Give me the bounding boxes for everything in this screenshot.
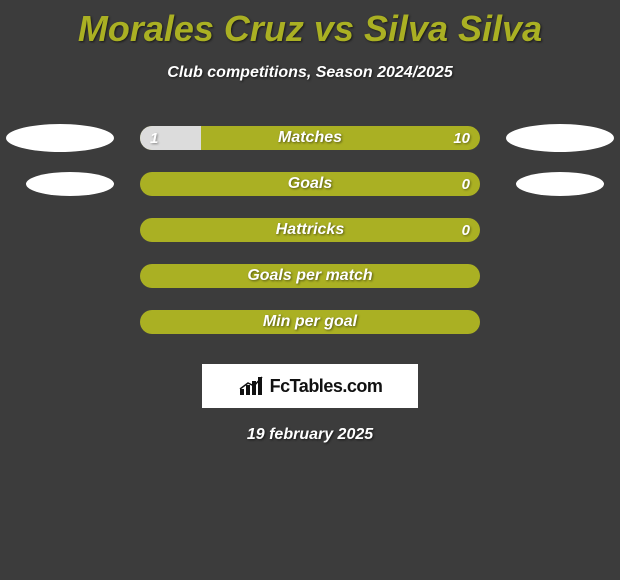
date-label: 19 february 2025 (0, 426, 620, 444)
stat-row: Hattricks 0 (0, 214, 620, 260)
player-left-avatar-placeholder (26, 172, 114, 196)
page-title: Morales Cruz vs Silva Silva (0, 0, 620, 50)
player-left-avatar-placeholder (6, 124, 114, 152)
stat-row: Goals per match (0, 260, 620, 306)
player-right-avatar-placeholder (506, 124, 614, 152)
page-subtitle: Club competitions, Season 2024/2025 (0, 64, 620, 82)
stat-label: Hattricks (140, 218, 480, 242)
stat-label: Matches (140, 126, 480, 150)
stat-bar: Hattricks 0 (140, 218, 480, 242)
stat-right-value: 10 (453, 126, 470, 150)
player-right-avatar-placeholder (516, 172, 604, 196)
stat-label: Goals (140, 172, 480, 196)
stat-bar: Goals per match (140, 264, 480, 288)
stat-bar: Min per goal (140, 310, 480, 334)
stat-row: Min per goal (0, 306, 620, 352)
stat-right-value: 0 (462, 218, 470, 242)
stat-bar: 1 Matches 10 (140, 126, 480, 150)
brand-badge: FcTables.com (202, 364, 418, 408)
stat-bar: Goals 0 (140, 172, 480, 196)
stat-row: Goals 0 (0, 168, 620, 214)
comparison-chart: 1 Matches 10 Goals 0 Hattricks 0 Goals p… (0, 122, 620, 352)
brand-chart-icon (238, 375, 266, 397)
stat-label: Min per goal (140, 310, 480, 334)
stat-right-value: 0 (462, 172, 470, 196)
stat-label: Goals per match (140, 264, 480, 288)
stat-row: 1 Matches 10 (0, 122, 620, 168)
brand-text: FcTables.com (270, 376, 383, 397)
